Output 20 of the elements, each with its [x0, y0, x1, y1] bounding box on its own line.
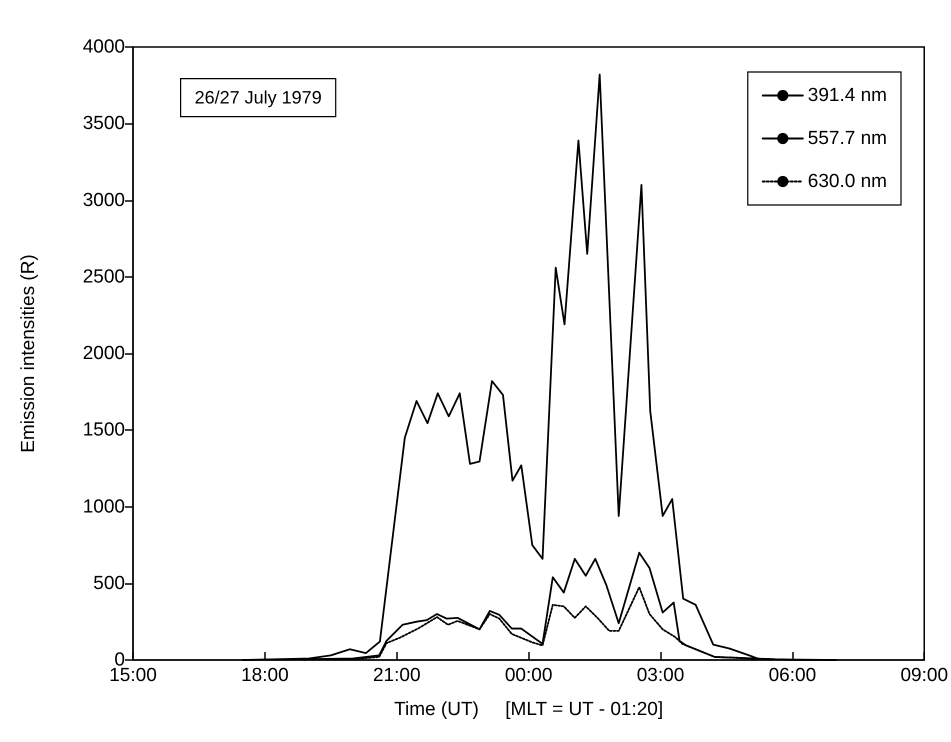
y-tick-label: 3000 — [82, 190, 125, 211]
y-tick-label: 2500 — [82, 266, 125, 288]
legend-label: 391.4 nm — [808, 85, 888, 106]
x-axis-title: Time (UT) [MLT = UT - 01:20] — [394, 699, 664, 720]
x-tick-label: 00:00 — [504, 665, 552, 686]
y-tick-label: 1500 — [82, 420, 125, 441]
y-tick-label: 3500 — [82, 113, 125, 134]
y-tick-label: 1000 — [82, 496, 125, 518]
y-tick-label: 500 — [93, 572, 125, 594]
legend-label: 557.7 nm — [808, 128, 888, 149]
x-tick-label: 06:00 — [768, 665, 816, 686]
x-tick-label: 21:00 — [372, 665, 421, 686]
annotation: 26/27 July 1979 — [194, 88, 322, 108]
y-tick-label: 4000 — [82, 36, 125, 58]
legend-label: 630.0 nm — [808, 171, 888, 192]
x-tick-label: 18:00 — [241, 665, 289, 686]
x-tick-label: 03:00 — [636, 665, 684, 686]
y-tick-label: 2000 — [82, 343, 125, 364]
x-tick-label: 09:00 — [900, 665, 948, 686]
y-axis-title: Emission intensities (R) — [18, 254, 39, 453]
